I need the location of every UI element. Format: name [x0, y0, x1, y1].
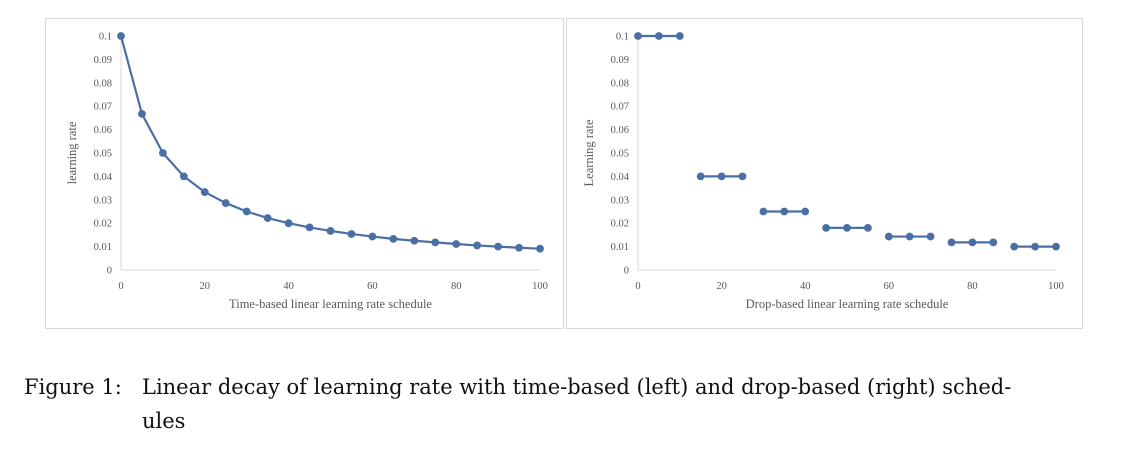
- figure-caption: Figure 1: Linear decay of learning rate w…: [24, 370, 1109, 438]
- data-point: [305, 223, 314, 232]
- x-tick-label: 40: [800, 281, 811, 292]
- y-tick-label: 0.07: [94, 102, 112, 113]
- data-point: [494, 242, 502, 251]
- data-point: [634, 32, 642, 40]
- x-tick-label: 0: [635, 281, 640, 292]
- x-tick-label: 100: [1048, 281, 1064, 292]
- data-point: [159, 149, 167, 157]
- data-point: [905, 232, 914, 241]
- data-point: [989, 238, 998, 247]
- y-tick-label: 0.02: [94, 219, 112, 230]
- y-axis-title: Learning rate: [582, 119, 596, 186]
- data-point: [368, 232, 377, 241]
- data-point: [536, 244, 544, 253]
- y-tick-label: 0.08: [611, 78, 629, 89]
- data-point: [1010, 242, 1019, 251]
- data-point: [1052, 242, 1060, 251]
- x-tick-label: 40: [283, 281, 294, 292]
- data-point: [864, 223, 872, 232]
- y-tick-label: 0.06: [611, 125, 629, 136]
- data-point: [431, 238, 440, 247]
- data-point: [675, 32, 684, 40]
- y-tick-label: 0: [624, 266, 629, 277]
- data-point: [263, 214, 272, 222]
- data-point: [738, 172, 747, 181]
- data-point: [822, 223, 830, 232]
- data-point: [780, 207, 789, 216]
- data-point: [947, 238, 956, 247]
- data-point: [717, 172, 726, 181]
- y-tick-label: 0.1: [616, 32, 629, 43]
- data-point: [1031, 242, 1039, 251]
- data-point: [138, 110, 146, 118]
- x-tick-label: 80: [967, 281, 978, 292]
- y-tick-label: 0.06: [94, 125, 112, 136]
- y-tick-label: 0.03: [94, 195, 112, 206]
- data-point: [410, 236, 419, 245]
- data-point: [242, 207, 251, 216]
- y-tick-label: 0.04: [94, 172, 113, 183]
- drop-based-chart: 0 0.01 0.02 0.03 0.04 0.05 0.06 0.07 0.08 0.09 0.1…: [582, 32, 1064, 312]
- y-tick-label: 0.1: [99, 32, 112, 43]
- y-tick-label: 0.09: [611, 55, 629, 66]
- data-point: [884, 232, 893, 241]
- data-point: [801, 207, 810, 216]
- time-based-chart: 0 0.01 0.02 0.03 0.04 0.05 0.06 0.07 0.08 0.09 0.1…: [65, 32, 548, 312]
- y-tick-label: 0.02: [611, 219, 629, 230]
- data-point: [179, 172, 188, 181]
- figure-number: Figure 1:: [24, 375, 122, 399]
- x-tick-label: 80: [451, 281, 462, 292]
- x-tick-label: 0: [118, 281, 123, 292]
- y-tick-label: 0.08: [94, 78, 112, 89]
- x-tick-label: 100: [532, 281, 548, 292]
- data-point: [696, 172, 705, 181]
- data-point: [326, 227, 335, 235]
- y-axis-title: learning rate: [65, 121, 79, 184]
- data-point: [968, 238, 977, 247]
- y-tick-label: 0.01: [611, 242, 629, 253]
- y-tick-label: 0: [107, 266, 112, 277]
- y-tick-label: 0.05: [94, 149, 112, 160]
- data-point: [926, 232, 935, 241]
- data-point: [389, 234, 398, 243]
- data-point: [117, 32, 125, 40]
- y-tick-label: 0.09: [94, 55, 112, 66]
- caption-text-line2: ules: [142, 409, 186, 433]
- y-tick-label: 0.01: [94, 242, 112, 253]
- left-chart-panel: 0 0.01 0.02 0.03 0.04 0.05 0.06 0.07 0.08 0.09 0.1…: [45, 18, 564, 329]
- data-point: [347, 230, 356, 238]
- data-point: [452, 240, 461, 248]
- y-tick-label: 0.07: [611, 102, 629, 113]
- data-point: [759, 207, 768, 216]
- y-tick-label: 0.05: [611, 149, 629, 160]
- data-point: [515, 243, 523, 252]
- data-point: [655, 32, 663, 40]
- y-tick-label: 0.04: [611, 172, 630, 183]
- data-point: [284, 219, 293, 228]
- x-tick-label: 60: [884, 281, 895, 292]
- data-point: [473, 241, 482, 250]
- caption-text-line1: Linear decay of learning rate with time-…: [142, 375, 1012, 399]
- series-line: [119, 35, 541, 250]
- x-axis-title: Time-based linear learning rate schedule: [229, 297, 432, 311]
- right-chart-panel: 0 0.01 0.02 0.03 0.04 0.05 0.06 0.07 0.08 0.09 0.1…: [566, 18, 1083, 329]
- x-axis-title: Drop-based linear learning rate schedule: [746, 297, 949, 311]
- data-point: [200, 188, 209, 196]
- x-tick-label: 20: [200, 281, 211, 292]
- y-tick-label: 0.03: [611, 195, 629, 206]
- data-point: [221, 199, 230, 207]
- x-tick-label: 60: [367, 281, 378, 292]
- x-tick-label: 20: [716, 281, 727, 292]
- data-point: [843, 223, 851, 232]
